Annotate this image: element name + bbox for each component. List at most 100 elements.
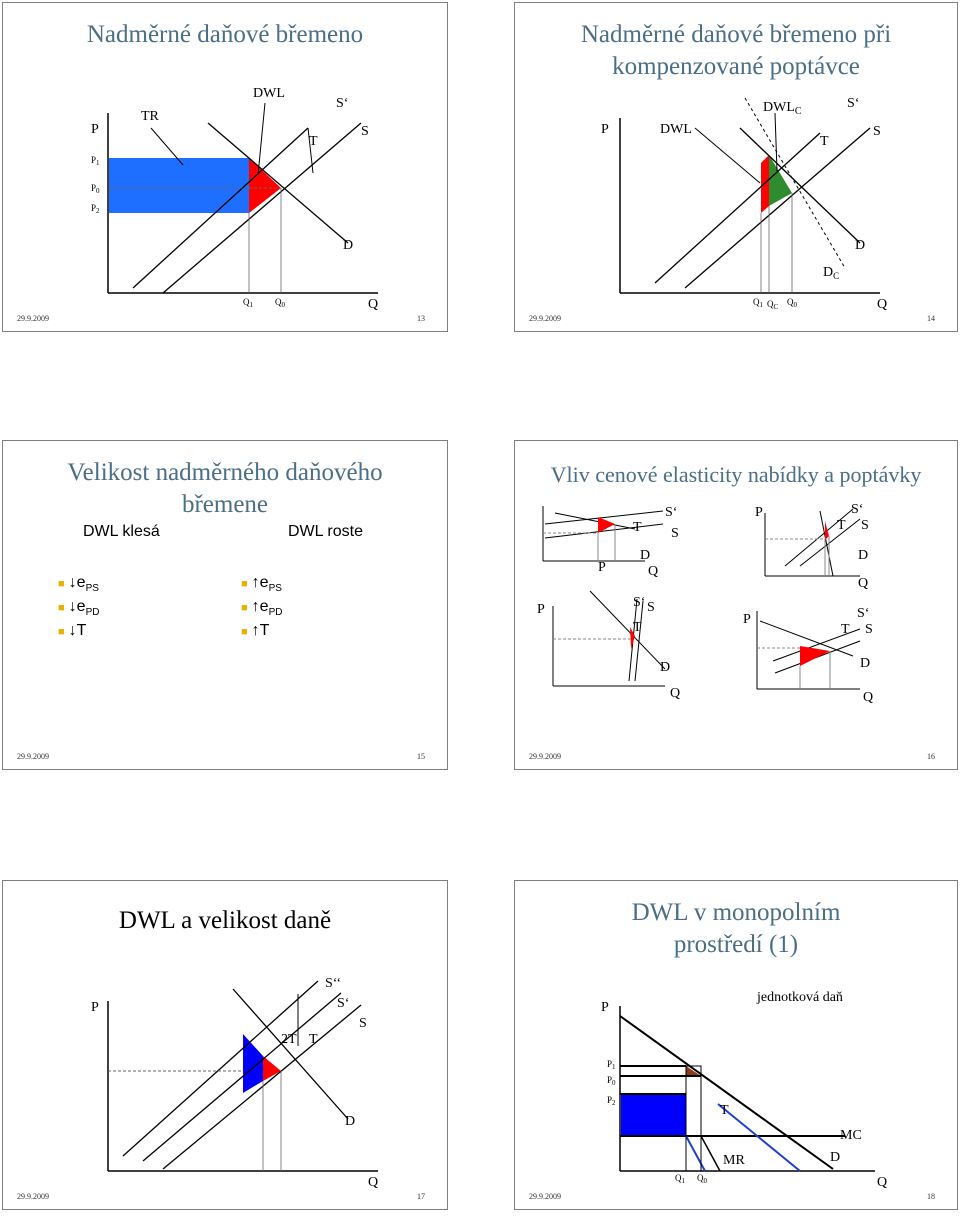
p-axis-label: P	[91, 122, 99, 137]
dwl-triangle	[249, 158, 281, 213]
svg-text:T: T	[309, 1032, 318, 1047]
dwl-label: DWL	[253, 86, 285, 101]
slide-title: DWL v monopolním prostředí (1)	[631, 899, 841, 958]
slide-date: 29.9.2009	[17, 314, 49, 323]
svg-text:S: S	[647, 600, 655, 615]
s-label: S	[361, 124, 369, 139]
svg-text:P0: P0	[607, 1075, 616, 1087]
svg-text:Q0: Q0	[275, 297, 286, 309]
left-item-1: ■ ↓ePS	[58, 574, 99, 595]
slide-15: Velikost nadměrného daňového břemene DWL…	[2, 440, 448, 770]
svg-text:Q1: Q1	[675, 1173, 686, 1185]
svg-text:S: S	[861, 518, 869, 533]
diagram-top-left: T S‘ S D Q P	[542, 505, 679, 579]
svg-text:D: D	[345, 1114, 355, 1129]
svg-text:P2: P2	[91, 203, 100, 215]
slide-13: Nadměrné daňové břemeno P TR DWL S‘ T S …	[2, 2, 448, 332]
svg-text:Q: Q	[368, 1175, 378, 1190]
svg-text:S‘: S‘	[665, 505, 677, 520]
demand-line	[207, 122, 349, 244]
svg-text:P: P	[91, 1000, 99, 1015]
svg-text:T: T	[841, 622, 850, 637]
svg-text:S: S	[359, 1016, 367, 1031]
svg-text:D: D	[858, 548, 868, 563]
svg-text:DWLC: DWLC	[763, 100, 802, 117]
svg-text:S: S	[671, 526, 679, 541]
svg-text:jednotková daň: jednotková daň	[756, 990, 843, 1005]
svg-text:P1: P1	[607, 1059, 616, 1071]
right-item-1: ■ ↑ePS	[241, 574, 282, 595]
monopoly-diagram: P jednotková daň P1 P0 P2 T MC MR D Q1 Q…	[601, 990, 887, 1190]
slide-number: 13	[417, 314, 425, 323]
q-axis-label: Q	[368, 297, 378, 312]
tax-revenue-area	[621, 1094, 686, 1136]
tax-size-diagram: P S‘‘ S‘ S 2T T D Q	[91, 976, 378, 1190]
svg-text:P0: P0	[91, 183, 100, 195]
svg-text:T: T	[633, 620, 642, 635]
tax-arrow-line	[307, 127, 314, 174]
svg-text:P: P	[755, 505, 763, 520]
demand-line	[739, 127, 861, 244]
svg-text:T: T	[837, 518, 846, 533]
svg-text:DWL: DWL	[660, 122, 692, 137]
tax-burden-diagram: P TR DWL S‘ T S P1 P0 P2 D Q1 Q0 Q	[91, 86, 378, 312]
slide-18: DWL v monopolním prostředí (1) P jednotk…	[514, 880, 958, 1210]
svg-text:Q: Q	[877, 1175, 887, 1190]
svg-text:D: D	[640, 548, 650, 563]
supply-shifted-line	[132, 127, 309, 289]
svg-text:T: T	[633, 520, 642, 535]
slide-title: Nadměrné daňové břemeno při kompenzované…	[580, 21, 892, 80]
col-right-heading: DWL roste	[288, 523, 363, 540]
col-left-heading: DWL klesá	[83, 523, 160, 540]
slide-title: Velikost nadměrného daňového břemene	[67, 459, 383, 518]
slide-number: 16	[927, 752, 935, 761]
svg-text:QC: QC	[767, 299, 779, 311]
compensated-demand-diagram: P DWL DWLC S‘ T S D DC Q1 QC Q0 Q	[601, 96, 887, 312]
tax-revenue-area	[109, 158, 249, 213]
svg-text:D: D	[855, 238, 865, 253]
svg-text:P2: P2	[607, 1095, 616, 1107]
tax-revenue-2t-area	[243, 1034, 263, 1093]
svg-text:S‘: S‘	[847, 96, 859, 111]
tr-label: TR	[141, 109, 160, 124]
slide-date: 29.9.2009	[529, 314, 561, 323]
right-item-3: ■ ↑T	[241, 622, 270, 639]
supply-line	[162, 122, 362, 294]
slide-number: 15	[417, 752, 425, 761]
svg-text:P: P	[601, 122, 609, 137]
svg-text:MC: MC	[840, 1128, 862, 1143]
slide-date: 29.9.2009	[17, 752, 49, 761]
dwl-c-green-area	[769, 155, 792, 206]
d-label: D	[343, 238, 353, 253]
svg-text:Q1: Q1	[753, 297, 764, 309]
svg-text:S‘: S‘	[633, 595, 645, 610]
s-prime-label: S‘	[336, 96, 348, 111]
slide-date: 29.9.2009	[529, 1192, 561, 1201]
svg-text:Q: Q	[670, 686, 680, 701]
diagram-bottom-right: P S‘ T S D Q	[743, 606, 873, 705]
demand-line	[619, 1015, 834, 1170]
slide-title: Nadměrné daňové břemeno	[86, 21, 364, 48]
svg-text:D: D	[830, 1150, 840, 1165]
dwl-area	[686, 1066, 701, 1076]
left-item-3: ■ ↓T	[58, 622, 87, 639]
svg-text:P: P	[601, 1000, 609, 1015]
right-item-2: ■ ↑ePD	[241, 598, 283, 619]
dwl-area	[263, 1056, 281, 1081]
svg-text:P: P	[598, 560, 606, 575]
svg-text:T: T	[820, 134, 829, 149]
slide-17: DWL a velikost daně P S‘‘ S‘ S 2T T D Q …	[2, 880, 448, 1210]
svg-text:Q0: Q0	[697, 1173, 708, 1185]
mr-line	[685, 1135, 706, 1172]
elasticity-diagrams: T S‘ S D Q P P S‘ T S D Q	[537, 502, 873, 705]
svg-text:Q: Q	[648, 564, 658, 579]
slide-date: 29.9.2009	[17, 1192, 49, 1201]
svg-text:S‘: S‘	[851, 502, 863, 517]
svg-text:Q: Q	[858, 576, 868, 591]
diagram-top-right: P S‘ T S D Q	[755, 502, 869, 591]
slide-title: DWL a velikost daně	[118, 907, 332, 934]
svg-text:2T: 2T	[281, 1032, 297, 1047]
slide-title: Vliv cenové elasticity nabídky a poptávk…	[550, 462, 922, 487]
svg-text:S‘‘: S‘‘	[325, 976, 341, 991]
t-label: T	[309, 134, 318, 149]
